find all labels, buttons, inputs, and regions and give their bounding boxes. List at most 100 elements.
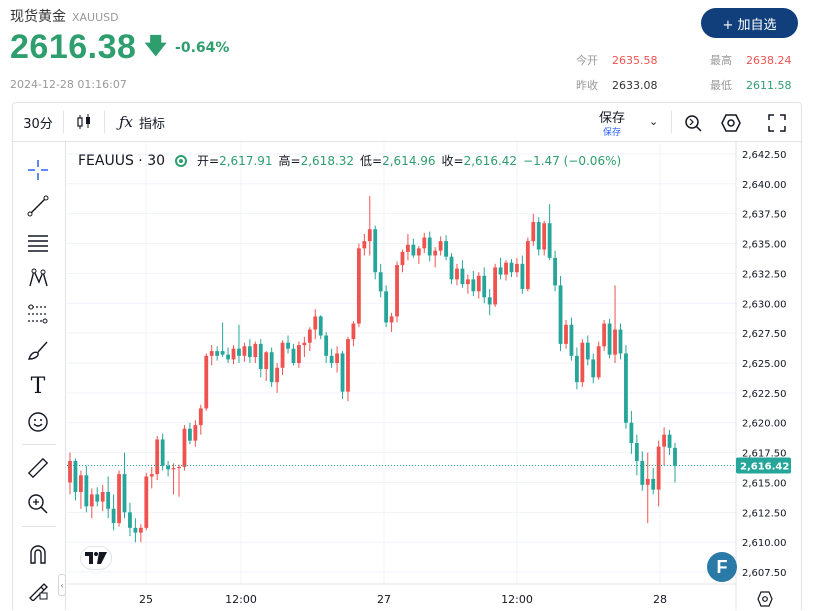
candle-body — [411, 244, 416, 256]
y-tick-label: 2,617.50 — [742, 449, 787, 460]
candle-body — [427, 237, 432, 256]
legend-low-value: 2,614.96 — [382, 153, 436, 168]
y-tick-label: 2,607.50 — [742, 568, 787, 579]
legend-change: −1.47 (−0.06%) — [523, 153, 622, 168]
candle-body — [346, 339, 350, 392]
candle-body — [89, 494, 94, 507]
candle-body — [384, 291, 389, 323]
y-tick-label: 2,630.00 — [742, 299, 787, 310]
brush-icon[interactable] — [24, 336, 52, 364]
candle-body — [291, 348, 296, 363]
instrument-name: 现货黄金 — [10, 9, 66, 25]
stat-low-value: 2611.58 — [746, 79, 792, 92]
toolbar-collapse-handle[interactable]: ‹ — [58, 574, 66, 596]
candle-body — [395, 265, 399, 317]
candle-body — [95, 494, 100, 502]
stat-prev-value: 2633.08 — [612, 79, 658, 92]
arrow-down-icon: 🡇 — [144, 33, 168, 59]
y-tick-label: 2,637.50 — [742, 210, 787, 221]
candle-body — [264, 352, 269, 369]
zoom-in-icon[interactable] — [24, 490, 52, 518]
candle-body — [585, 342, 590, 360]
y-tick-label: 2,610.00 — [742, 538, 787, 549]
market-status-icon — [175, 154, 188, 167]
ruler-icon[interactable] — [24, 454, 52, 482]
settings-icon[interactable] — [721, 113, 741, 137]
candle-body — [280, 342, 285, 368]
y-tick-label: 2,622.50 — [742, 389, 787, 400]
candle-body — [335, 353, 339, 363]
interval-selector[interactable]: 30分 — [23, 116, 53, 132]
candle-body — [629, 422, 634, 444]
candle-body — [613, 329, 617, 355]
candle-body — [378, 272, 383, 292]
candle-body — [117, 474, 121, 524]
candle-body — [493, 267, 498, 305]
candle-body — [242, 346, 247, 356]
indicators-button[interactable]: ƒx 指标 — [105, 103, 179, 141]
lock-drawing-icon[interactable] — [24, 576, 52, 604]
save-label: 保存 — [599, 111, 626, 126]
candle-body — [580, 342, 585, 383]
y-tick-label: 2,615.00 — [742, 478, 787, 489]
candle-body — [618, 329, 623, 354]
candle-body — [198, 408, 203, 426]
quick-search-icon[interactable] — [683, 113, 703, 137]
candle-body — [307, 329, 312, 343]
candle-body — [574, 355, 579, 383]
candle-body — [662, 434, 667, 447]
y-tick-label: 2,627.50 — [742, 329, 787, 340]
fullscreen-icon[interactable] — [767, 113, 787, 137]
tools-divider — [22, 526, 56, 527]
candle-body — [498, 267, 503, 275]
candle-body — [656, 446, 661, 490]
candle-body — [258, 343, 263, 369]
candle-body — [367, 229, 372, 242]
emoji-icon[interactable] — [24, 408, 52, 436]
x-tick-label: 28 — [653, 593, 667, 606]
legend-high-label: 高= — [278, 154, 301, 168]
chart-toolbar: 30分 ƒx 指标 保存 保存 ⌄ — [12, 102, 802, 142]
chevron-down-icon[interactable]: ⌄ — [649, 115, 659, 128]
fib-tool-icon[interactable] — [24, 300, 52, 328]
candle-body — [455, 268, 459, 280]
y-tick-label: 2,640.00 — [742, 180, 787, 191]
save-button[interactable]: 保存 保存 — [599, 107, 625, 138]
candle-body — [602, 323, 607, 347]
last-price: 2616.38 — [10, 28, 137, 66]
toolbar-divider — [63, 111, 64, 133]
candle-body — [406, 244, 410, 252]
stat-prev-close: 昨收 2633.08 — [576, 77, 658, 93]
axis-settings-icon[interactable] — [757, 591, 773, 611]
trendline-icon[interactable] — [24, 192, 52, 220]
candle-body — [476, 275, 481, 292]
magnet-icon[interactable] — [24, 540, 52, 568]
candle-body — [297, 345, 301, 363]
legend-symbol: FEAUUS · 30 — [78, 152, 166, 169]
f-badge-icon[interactable]: F — [707, 552, 737, 582]
stat-prev-label: 昨收 — [576, 79, 598, 92]
candle-body — [73, 460, 78, 493]
candle-body — [651, 478, 656, 490]
candle-body — [226, 354, 230, 360]
price-row: 2616.38 🡇 -0.64% — [10, 28, 229, 67]
candle-body — [520, 263, 525, 289]
instrument-code: XAUUSD — [72, 11, 119, 24]
x-tick-label: 25 — [139, 593, 153, 606]
text-tool-icon[interactable]: T — [30, 373, 46, 399]
y-tick-label: 2,625.00 — [742, 359, 787, 370]
candle-body — [215, 351, 220, 356]
candle-body — [667, 434, 672, 448]
candle-body — [318, 316, 323, 336]
add-watchlist-button[interactable]: + 加自选 — [701, 8, 798, 38]
candle-type-icon[interactable] — [64, 103, 104, 141]
candle-body — [356, 248, 361, 324]
crosshair-icon[interactable] — [24, 156, 52, 184]
candle-body — [209, 351, 214, 356]
candle-body — [640, 460, 645, 485]
tradingview-logo-icon[interactable] — [80, 546, 112, 570]
stat-high-value: 2638.24 — [746, 54, 792, 67]
horizontal-lines-icon[interactable] — [24, 228, 52, 256]
pattern-icon[interactable] — [24, 264, 52, 292]
